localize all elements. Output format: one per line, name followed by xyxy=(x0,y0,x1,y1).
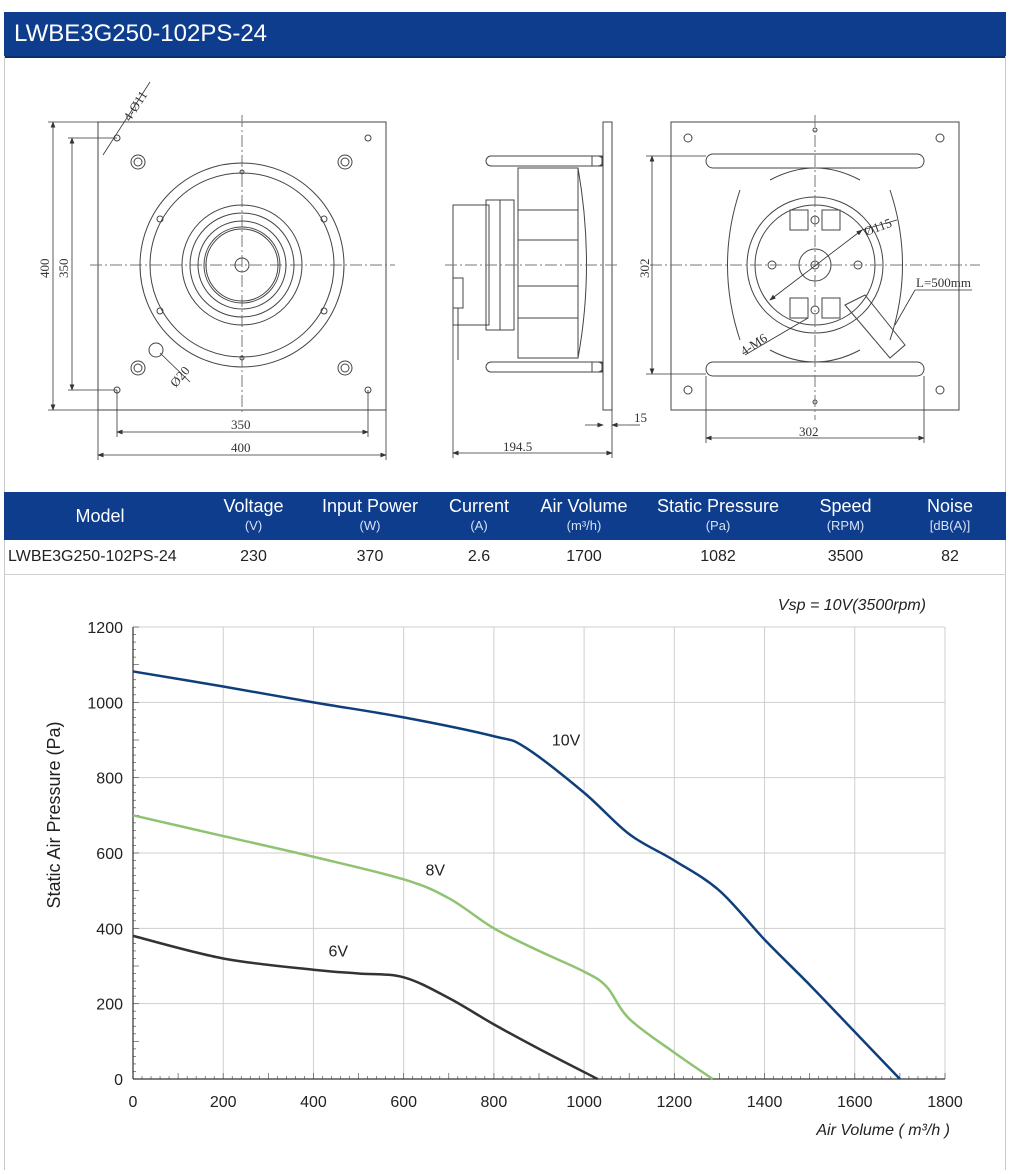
spec-table: Model Voltage (V) Input Power (W) Current(… xyxy=(4,492,1006,575)
front-height-outer-dim: 400 xyxy=(37,259,52,279)
rear-cable-length: L=500mm xyxy=(916,275,971,290)
front-width-inner-dim: 350 xyxy=(231,417,251,432)
side-view-drawing xyxy=(445,121,618,411)
front-hole-callout: 4-Ø11 xyxy=(120,88,150,124)
technical-drawings: 4-Ø11 Ø20 400 350 350 400 194.5 15 xyxy=(37,81,980,460)
series-line-6v xyxy=(132,934,599,1081)
chart-annotation: Vsp = 10V(3500rpm) xyxy=(778,597,926,614)
x-tick-label: 1000 xyxy=(566,1094,602,1111)
header-model: Model xyxy=(4,492,196,540)
side-depth-dim: 194.5 xyxy=(503,439,532,454)
y-tick-label: 200 xyxy=(96,997,123,1014)
series-label-8v: 8V xyxy=(425,863,445,880)
header-current: Current (A) xyxy=(429,492,529,540)
chart-y-axis-label: Static Air Pressure (Pa) xyxy=(44,721,64,908)
header-air-volume: Air Volume (m³/h) xyxy=(529,492,639,540)
x-tick-label: 1200 xyxy=(657,1094,693,1111)
rear-view-dimensions xyxy=(646,155,972,443)
cell-air-volume: 1700 xyxy=(529,540,639,575)
rear-width-dim: 302 xyxy=(799,424,819,439)
front-view-dimensions xyxy=(48,81,387,460)
side-view-dimensions xyxy=(452,325,640,458)
x-tick-label: 200 xyxy=(210,1094,237,1111)
cell-voltage: 230 xyxy=(196,540,311,575)
x-tick-label: 1600 xyxy=(837,1094,873,1111)
front-width-outer-dim: 400 xyxy=(231,440,251,455)
rear-bolt-callout: 4-M6 xyxy=(737,330,770,359)
x-tick-label: 800 xyxy=(481,1094,508,1111)
cell-speed: 3500 xyxy=(797,540,894,575)
chart-x-axis-label: Air Volume ( m³/h ) xyxy=(815,1122,950,1139)
spec-table-header: Model Voltage (V) Input Power (W) Current(… xyxy=(4,492,1006,540)
section-divider xyxy=(4,574,1006,575)
x-tick-label: 400 xyxy=(300,1094,327,1111)
header-noise: Noise [dB(A)] xyxy=(894,492,1006,540)
y-tick-label: 400 xyxy=(96,921,123,938)
cell-input-power: 370 xyxy=(311,540,429,575)
frame-right-border xyxy=(1005,56,1006,1170)
y-tick-label: 1200 xyxy=(87,620,123,637)
rear-circle-dia: Ø115 xyxy=(862,215,894,239)
header-input-power: Input Power (W) xyxy=(311,492,429,540)
series-label-6v: 6V xyxy=(328,944,348,961)
cell-static-pressure: 1082 xyxy=(639,540,797,575)
y-tick-label: 1000 xyxy=(87,695,123,712)
x-tick-label: 600 xyxy=(390,1094,417,1111)
header-voltage: Voltage (V) xyxy=(196,492,311,540)
header-speed: Speed (RPM) xyxy=(797,492,894,540)
x-tick-label: 0 xyxy=(129,1094,138,1111)
cell-noise: 82 xyxy=(894,540,1006,575)
front-view-drawing xyxy=(90,115,395,415)
series-line-10v xyxy=(132,670,901,1080)
x-tick-label: 1800 xyxy=(927,1094,963,1111)
page-title: LWBE3G250-102PS-24 xyxy=(14,20,268,47)
header-static-pressure: Static Pressure (Pa) xyxy=(639,492,797,540)
front-small-diameter: Ø20 xyxy=(167,363,193,390)
cell-model: LWBE3G250-102PS-24 xyxy=(4,540,196,575)
series-line-8v xyxy=(132,814,714,1081)
series-label-10v: 10V xyxy=(552,733,581,750)
y-tick-label: 600 xyxy=(96,846,123,863)
side-flange-dim: 15 xyxy=(634,410,647,425)
table-row: LWBE3G250-102PS-24 230 370 2.6 1700 1082… xyxy=(4,540,1006,575)
cell-current: 2.6 xyxy=(429,540,529,575)
page-title-bar: LWBE3G250-102PS-24 xyxy=(4,12,1006,58)
performance-chart: 0 200 400 600 800 1000 1200 1400 1600 1800 0 200 400… xyxy=(44,597,963,1139)
rear-height-dim: 302 xyxy=(637,259,652,279)
y-tick-label: 800 xyxy=(96,771,123,788)
frame-left-border xyxy=(4,56,5,1170)
front-height-inner-dim: 350 xyxy=(56,259,71,279)
x-tick-label: 1400 xyxy=(747,1094,783,1111)
y-tick-label: 0 xyxy=(114,1072,123,1089)
